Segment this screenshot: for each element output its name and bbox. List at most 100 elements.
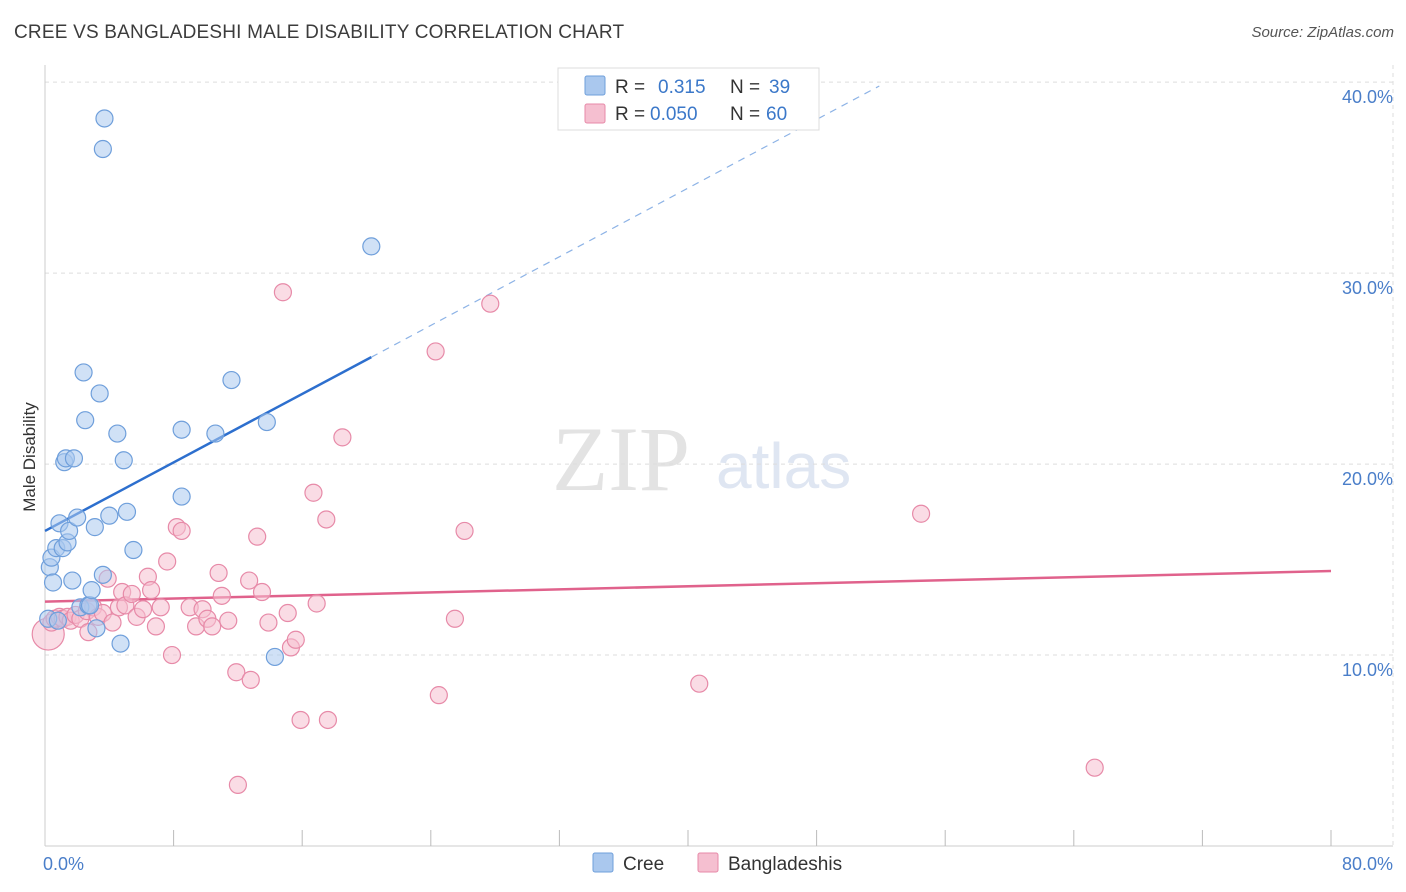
legend-swatch-bangladeshis bbox=[584, 103, 606, 124]
y-tick-label-1: 20.0% bbox=[1342, 469, 1393, 489]
cree-point-33 bbox=[172, 420, 191, 439]
x-tick-labels: 0.0% 80.0% bbox=[43, 854, 1393, 874]
bangladeshi-point-61 bbox=[911, 504, 931, 523]
cree-point-12 bbox=[63, 571, 82, 590]
bangladeshi-point-27 bbox=[162, 645, 182, 665]
bangladeshi-point-39 bbox=[228, 775, 247, 794]
cree-point-36 bbox=[222, 370, 241, 390]
cree-point-38 bbox=[265, 647, 284, 667]
y-tick-label-2: 30.0% bbox=[1342, 278, 1393, 298]
grid-lines bbox=[45, 65, 1394, 846]
chart-title: CREE VS BANGLADESHI MALE DISABILITY CORR… bbox=[14, 22, 625, 43]
bangladeshi-point-57 bbox=[445, 609, 465, 628]
bangladeshi-point-15 bbox=[103, 613, 122, 632]
legend-n-value-bangladeshis: 60 bbox=[766, 104, 787, 125]
legend-n-label-cree: N = bbox=[730, 77, 760, 98]
bangladeshi-point-23 bbox=[141, 581, 161, 600]
bangladeshi-point-60 bbox=[690, 674, 709, 693]
legend-n-value-cree: 39 bbox=[769, 77, 790, 98]
cree-point-3 bbox=[43, 573, 63, 592]
bangladeshi-point-36 bbox=[212, 586, 231, 605]
bangladeshi-points bbox=[31, 283, 1104, 794]
bangladeshi-point-44 bbox=[259, 613, 278, 632]
bangladeshi-point-46 bbox=[278, 603, 297, 623]
bangladeshi-point-35 bbox=[209, 563, 228, 583]
series-legend-label-cree: Cree bbox=[623, 854, 664, 875]
cree-point-31 bbox=[117, 502, 137, 521]
legend-r-value-bangladeshis: 0.050 bbox=[650, 104, 698, 125]
cree-point-30 bbox=[114, 451, 133, 470]
bangladeshi-point-38 bbox=[227, 663, 246, 682]
series-legend-label-bangladeshis: Bangladeshis bbox=[728, 854, 842, 875]
cree-point-29 bbox=[111, 634, 130, 653]
bangladeshi-point-59 bbox=[481, 294, 500, 313]
trend-lines bbox=[44, 85, 1332, 603]
axes bbox=[44, 65, 1393, 847]
bangladeshi-point-43 bbox=[252, 582, 272, 602]
bangladeshi-point-25 bbox=[151, 598, 170, 617]
cree-point-37 bbox=[257, 412, 276, 432]
cree-point-27 bbox=[100, 506, 119, 525]
bangladeshi-point-26 bbox=[158, 552, 177, 571]
series-legend: Cree Bangladeshis bbox=[592, 852, 842, 875]
bangladeshi-point-37 bbox=[219, 611, 238, 630]
bangladeshi-point-34 bbox=[203, 617, 222, 636]
bangladeshi-point-51 bbox=[307, 594, 326, 613]
x-tick-label-0: 0.0% bbox=[43, 854, 84, 874]
cree-point-34 bbox=[172, 487, 191, 506]
legend-r-label-bangladeshis: R = bbox=[615, 104, 645, 125]
bangladeshi-point-41 bbox=[241, 670, 260, 689]
cree-point-5 bbox=[48, 611, 67, 630]
series-legend-swatch-bangladeshis bbox=[697, 852, 719, 873]
bangladeshi-point-56 bbox=[429, 686, 448, 705]
cree-point-26 bbox=[93, 139, 112, 159]
cree-point-20 bbox=[82, 581, 101, 600]
source-label: Source: ZipAtlas.com bbox=[1251, 24, 1394, 41]
bangladeshi-point-29 bbox=[172, 521, 191, 541]
bangladeshi-point-55 bbox=[426, 342, 445, 361]
cree-trend-extension bbox=[371, 85, 880, 358]
cree-point-13 bbox=[64, 449, 84, 468]
y-axis-label: Male Disability bbox=[20, 402, 39, 512]
cree-point-24 bbox=[93, 565, 112, 584]
bangladeshi-point-54 bbox=[333, 428, 352, 447]
legend-r-label-cree: R = bbox=[615, 77, 645, 98]
legend-swatch-cree bbox=[584, 75, 606, 96]
y-tick-labels: 10.0% 20.0% 30.0% 40.0% bbox=[1342, 87, 1393, 680]
cree-points bbox=[39, 109, 381, 667]
cree-trend-line bbox=[44, 356, 372, 533]
cree-point-11 bbox=[60, 521, 79, 541]
bangladeshi-point-40 bbox=[240, 571, 259, 590]
bangladeshi-point-24 bbox=[146, 617, 166, 636]
bangladeshi-point-21 bbox=[133, 600, 153, 619]
legend-n-label-bangladeshis: N = bbox=[730, 104, 760, 125]
cree-point-25 bbox=[95, 109, 114, 128]
bangladeshi-point-52 bbox=[317, 510, 336, 529]
cree-point-19 bbox=[80, 596, 100, 615]
bangladeshi-point-19 bbox=[122, 584, 141, 604]
cree-point-22 bbox=[87, 619, 106, 638]
cree-point-28 bbox=[108, 424, 127, 443]
cree-point-32 bbox=[124, 540, 143, 560]
cree-point-16 bbox=[74, 363, 93, 382]
cree-point-21 bbox=[85, 518, 104, 537]
bangladeshi-point-50 bbox=[304, 483, 323, 502]
legend-r-value-cree: 0.315 bbox=[658, 77, 706, 98]
cree-point-23 bbox=[90, 384, 109, 403]
bangladeshi-point-58 bbox=[455, 521, 474, 541]
y-tick-label-3: 40.0% bbox=[1342, 87, 1393, 107]
cree-point-39 bbox=[362, 237, 381, 256]
bangladeshi-point-42 bbox=[248, 527, 267, 546]
bangladeshi-trend-line bbox=[44, 569, 1332, 603]
bangladeshi-point-48 bbox=[286, 630, 305, 649]
cree-point-35 bbox=[206, 424, 225, 443]
cree-point-14 bbox=[68, 508, 87, 527]
stats-legend: R = 0.315 N = 39 R = 0.050 N = 60 bbox=[557, 67, 820, 131]
bangladeshi-point-45 bbox=[273, 283, 293, 302]
x-tick-label-1: 80.0% bbox=[1342, 854, 1393, 874]
watermark-zip: ZIP bbox=[552, 408, 690, 510]
series-legend-swatch-cree bbox=[592, 852, 614, 873]
y-tick-label-0: 10.0% bbox=[1342, 660, 1393, 680]
bangladeshi-point-62 bbox=[1085, 758, 1104, 777]
